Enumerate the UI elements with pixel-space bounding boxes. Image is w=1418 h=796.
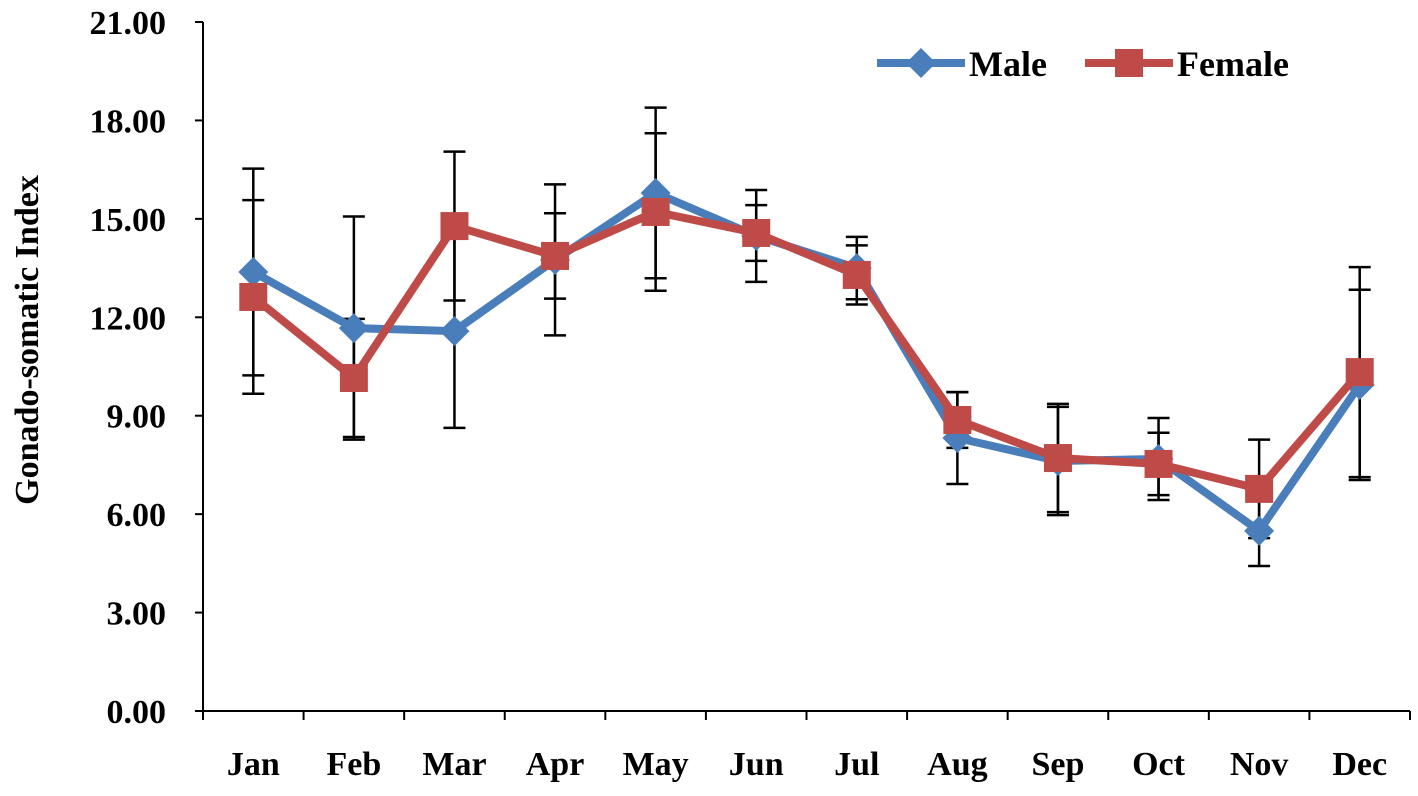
male-line — [251, 188, 1364, 535]
legend-label-male: Male — [969, 44, 1047, 84]
x-tick-label: Oct — [1132, 746, 1186, 783]
legend: Male Female — [877, 44, 1289, 84]
female-point — [541, 241, 570, 270]
female-point — [742, 218, 771, 247]
female-point — [339, 363, 368, 392]
female-point — [1144, 449, 1173, 478]
y-tick-label: 15.00 — [90, 202, 167, 239]
female-point — [239, 282, 268, 311]
y-tick-label: 12.00 — [90, 300, 167, 337]
female-point — [641, 197, 670, 226]
male-point — [238, 257, 269, 288]
series-female — [239, 197, 1374, 503]
x-tick-label: Dec — [1332, 746, 1387, 783]
error-bars — [242, 106, 1371, 568]
male-point — [1244, 515, 1275, 546]
female-point — [1043, 444, 1072, 473]
y-tick-label: 0.00 — [107, 694, 167, 731]
male-point — [439, 316, 470, 347]
y-tick-label: 9.00 — [107, 399, 167, 436]
series-male — [238, 177, 1375, 546]
legend-label-female: Female — [1177, 44, 1289, 84]
x-tick-label: May — [623, 746, 689, 783]
x-tick-label: Jun — [729, 746, 784, 783]
x-tick-label: Jul — [834, 746, 879, 783]
series-lines — [238, 177, 1375, 546]
x-tick-label: Aug — [927, 746, 987, 783]
y-tick-label: 3.00 — [107, 596, 167, 633]
x-tick-label: Sep — [1031, 746, 1084, 783]
female-point — [1245, 474, 1274, 503]
x-tick-label: Jan — [227, 746, 280, 783]
female-point — [440, 212, 469, 241]
y-axis-title: Gonado-somatic Index — [9, 175, 46, 505]
x-tick-label: Apr — [526, 746, 585, 783]
axes: 0.00 3.00 6.00 9.00 12.00 15.00 18.00 21.00 Jan F… — [90, 5, 1411, 783]
legend-marker-male — [906, 48, 936, 78]
female-point — [943, 405, 972, 434]
x-tick-label: Feb — [326, 746, 381, 783]
male-point — [338, 313, 369, 344]
legend-marker-female — [1115, 49, 1143, 77]
female-point — [842, 260, 871, 289]
y-tick-label: 21.00 — [90, 5, 167, 42]
female-line — [250, 207, 1363, 493]
female-point — [1345, 358, 1374, 387]
y-tick-label: 18.00 — [90, 103, 167, 140]
x-tick-label: Nov — [1230, 746, 1289, 783]
y-tick-label: 6.00 — [107, 497, 167, 534]
x-tick-label: Mar — [422, 746, 486, 783]
